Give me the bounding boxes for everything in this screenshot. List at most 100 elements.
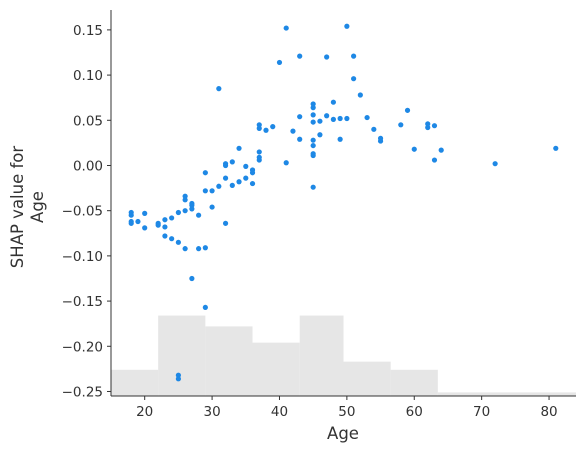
scatter-point: [337, 136, 343, 142]
scatter-point: [330, 116, 336, 122]
scatter-point: [357, 92, 363, 98]
scatter-point: [431, 123, 438, 129]
x-tick-label: 60: [406, 404, 423, 420]
scatter-point: [324, 54, 330, 60]
scatter-point: [256, 149, 262, 155]
scatter-point: [438, 147, 444, 153]
y-tick-label: 0.00: [73, 158, 103, 174]
scatter-point: [411, 146, 417, 152]
histogram-bar-4: [252, 342, 300, 396]
scatter-point: [317, 118, 323, 124]
y-tick-label: −0.20: [62, 339, 103, 355]
scatter-point: [216, 183, 222, 189]
scatter-point: [229, 159, 235, 165]
scatter-point: [310, 119, 316, 125]
y-tick-label: −0.25: [62, 384, 103, 400]
scatter-point: [310, 112, 316, 118]
histogram-bar-1: [111, 369, 159, 396]
scatter-point: [135, 218, 141, 225]
y-axis-title: SHAP value for Age: [8, 146, 47, 269]
scatter-point: [182, 246, 188, 252]
x-axis-ticks: 20 30 40 50 60 70 80: [136, 396, 558, 420]
histogram-bar-7: [390, 369, 438, 396]
scatter-point: [182, 208, 188, 214]
y-tick-label: 0.10: [73, 68, 103, 84]
scatter-point: [364, 114, 370, 121]
x-axis-title: Age: [327, 424, 359, 443]
scatter-point: [344, 23, 350, 29]
y-tick-label: 0.15: [73, 23, 103, 39]
scatter-point: [256, 157, 262, 163]
x-tick-label: 40: [271, 404, 288, 420]
scatter-point: [283, 160, 289, 166]
scatter-point: [310, 105, 316, 111]
scatter-point: [297, 136, 303, 142]
scatter-point: [310, 152, 316, 159]
y-axis-ticks: −0.25 −0.20 −0.15 −0.10 −0.05 0.00 0.05 0.10 0.1…: [62, 23, 111, 400]
y-axis-title-line-2: Age: [28, 191, 47, 223]
scatter-point: [182, 193, 188, 199]
scatter-point: [216, 86, 222, 92]
scatter-point: [398, 122, 404, 128]
scatter-point: [175, 376, 181, 382]
y-axis-title-line-1: SHAP value for: [8, 146, 27, 269]
scatter-point: [351, 76, 357, 82]
scatter-point: [317, 132, 323, 138]
scatter-point: [351, 53, 357, 59]
scatter-point: [263, 127, 269, 133]
scatter-point: [162, 217, 168, 223]
scatter-point: [404, 107, 411, 113]
scatter-point: [189, 275, 195, 282]
scatter-point: [196, 212, 202, 218]
scatter-point: [310, 184, 316, 190]
histogram-bar-2: [158, 315, 206, 396]
scatter-points: [128, 23, 559, 382]
y-tick-label: −0.10: [62, 249, 103, 265]
scatter-point: [162, 233, 168, 239]
scatter-point: [222, 220, 229, 226]
scatter-point: [344, 115, 350, 122]
scatter-point: [310, 142, 316, 149]
scatter-point: [202, 188, 208, 194]
scatter-point: [169, 215, 175, 221]
scatter-point: [209, 204, 215, 210]
histogram-bar-5: [299, 315, 344, 396]
scatter-point: [492, 161, 498, 167]
x-tick-label: 50: [338, 404, 355, 420]
scatter-point: [222, 162, 229, 169]
scatter-point: [297, 53, 303, 59]
scatter-point: [182, 197, 188, 203]
scatter-point: [202, 304, 208, 311]
y-tick-label: 0.05: [73, 113, 103, 129]
scatter-point: [270, 124, 276, 130]
scatter-point: [202, 170, 208, 176]
scatter-point: [243, 175, 249, 181]
scatter-point: [236, 179, 242, 185]
scatter-point: [377, 138, 384, 144]
scatter-point: [202, 245, 208, 251]
scatter-point: [169, 236, 175, 242]
scatter-point: [222, 175, 229, 181]
scatter-point: [337, 115, 343, 122]
histogram-bar-6: [343, 361, 391, 396]
y-tick-label: −0.15: [62, 294, 103, 310]
histogram-bar-3: [205, 326, 253, 396]
scatter-point: [189, 202, 195, 208]
scatter-point: [175, 239, 181, 245]
scatter-point: [425, 121, 431, 127]
scatter-point: [324, 113, 330, 119]
scatter-point: [196, 246, 202, 252]
scatter-point: [256, 125, 262, 132]
scatter-point: [162, 224, 168, 230]
scatter-point: [155, 220, 161, 226]
scatter-point: [142, 225, 148, 231]
feature-histogram: [111, 315, 576, 396]
scatter-point: [290, 128, 296, 134]
axes: −0.25 −0.20 −0.15 −0.10 −0.05 0.00 0.05 0.10 0.1…: [62, 10, 576, 420]
scatter-point: [310, 137, 316, 143]
scatter-point: [209, 188, 215, 194]
scatter-point: [128, 212, 134, 218]
histogram-bar-8: [437, 392, 576, 396]
scatter-point: [553, 145, 559, 151]
